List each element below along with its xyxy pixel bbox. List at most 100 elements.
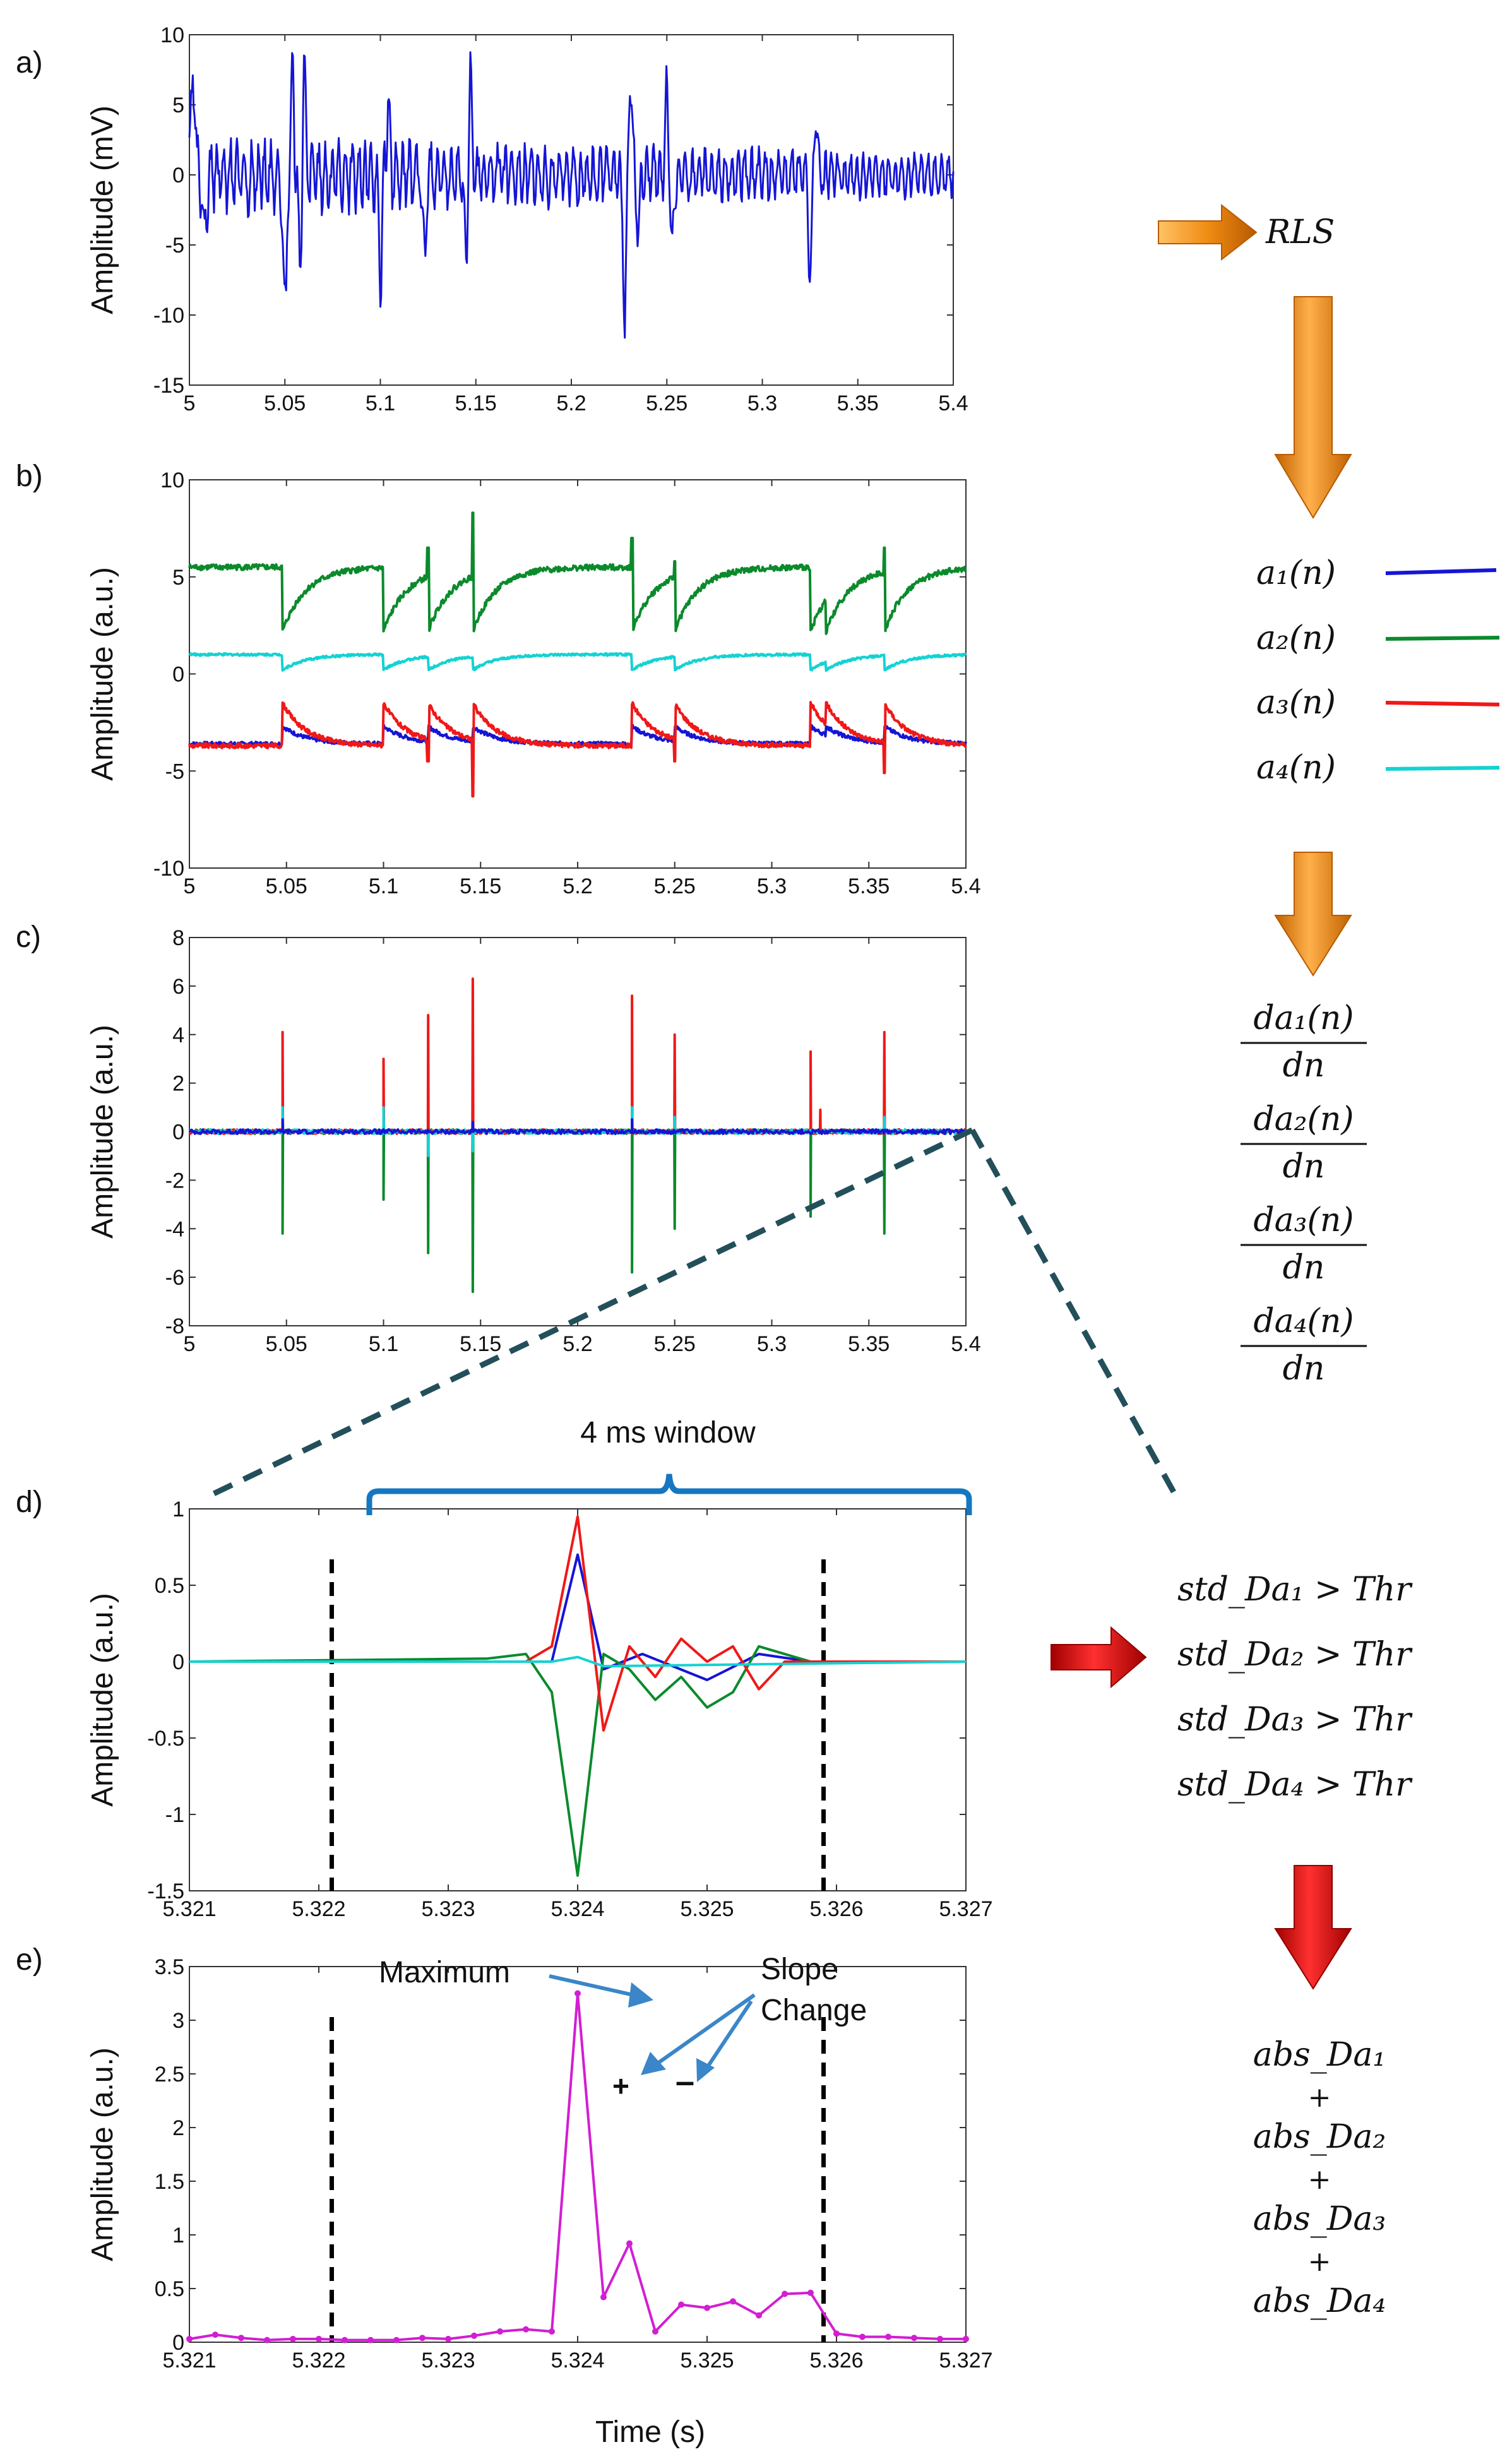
ytick-label: 2 (172, 2116, 184, 2140)
ytick-label: -4 (165, 1217, 184, 1241)
data-point (833, 2330, 840, 2337)
data-point (367, 2337, 374, 2343)
y-axis-label-a: Amplitude (mV) (86, 105, 119, 314)
data-point (212, 2331, 218, 2338)
panel-label-e: e) (16, 1943, 43, 1977)
legend-swatch-a1 (1385, 568, 1497, 575)
xtick-label: 5.15 (455, 391, 497, 415)
data-point (523, 2326, 529, 2333)
xtick-label: 5.326 (809, 2349, 863, 2373)
ytick-label: 1 (172, 1497, 184, 1521)
arrow-down-1 (1274, 296, 1352, 519)
plot-panel-a: 5 5.05 5.1 5.15 5.2 5.25 5.3 5.35 5.4 -15 -10 -5 0 5 1… (86, 23, 968, 415)
data-point (885, 2333, 891, 2340)
data-point (600, 2294, 607, 2301)
data-point (393, 2337, 400, 2343)
ytick-label: 3.5 (155, 1955, 184, 1979)
deriv-den-3: dn (1283, 1249, 1325, 1287)
legend-swatch-a3 (1385, 701, 1500, 706)
series-line-sum-abs (189, 1992, 966, 2342)
sum-list: abs_Da₁ + abs_Da₂ + abs_Da₃ + abs_Da₄ (1253, 2036, 1386, 2320)
xtick-label: 5.35 (837, 391, 879, 415)
xtick-label: 5.4 (951, 1332, 980, 1356)
xtick-label: 5.35 (848, 874, 890, 898)
deriv-den-2: dn (1283, 1148, 1325, 1186)
ytick-label: 0 (172, 663, 184, 687)
derivative-list: da₁(n) dn da₂(n) dn da₃(n) dn da₄(n) dn (1241, 999, 1367, 1388)
panel-label-c: c) (16, 920, 41, 954)
xtick-label: 5.35 (848, 1332, 890, 1356)
data-point (186, 2335, 193, 2342)
data-point (756, 2312, 762, 2319)
xtick-label: 5.15 (460, 874, 501, 898)
legend-label-a2: a₂(n) (1256, 619, 1336, 657)
series-line-da2-dn (189, 1128, 967, 1294)
ytick-label: -0.5 (147, 1727, 184, 1751)
plus-sign: + (612, 2069, 629, 2102)
ytick-label: -2 (165, 1169, 184, 1193)
xtick-label: 5.325 (680, 1897, 734, 1921)
xtick-label: 5.3 (757, 1332, 787, 1356)
xtick-label: 5.322 (292, 2349, 345, 2373)
data-point (238, 2335, 244, 2342)
ytick-label: 0.5 (155, 1574, 184, 1598)
panel-label-b: b) (16, 460, 43, 493)
xtick-label: 5.1 (369, 874, 398, 898)
series-line-da4 (189, 1655, 967, 1668)
ytick-label: 1 (172, 2224, 184, 2248)
sum-plus-2: + (1308, 2164, 1331, 2196)
xtick-label: 5 (184, 874, 196, 898)
legend: a₁(n) a₂(n) a₃(n) a₄(n) (1256, 554, 1500, 787)
data-point (264, 2337, 270, 2343)
ytick-label: -1 (165, 1803, 184, 1827)
deriv-num-4: da₄(n) (1253, 1302, 1354, 1340)
series-line-da1-dn (189, 1118, 967, 1135)
ytick-label: 0 (172, 1650, 184, 1674)
y-axis-label-c: Amplitude (a.u.) (86, 1025, 119, 1239)
data-point (445, 2335, 451, 2342)
plot-frame-d (189, 1508, 967, 1891)
window-bracket (366, 1474, 972, 1515)
series-line-ecg (188, 51, 955, 339)
plot-panel-e: 5.321 5.322 5.323 5.324 5.325 5.326 5.327 0 0.5 1… (86, 1955, 993, 2373)
arrow-to-rls (1158, 203, 1258, 261)
data-point (626, 2240, 633, 2247)
ytick-label: -10 (153, 304, 184, 328)
data-point (807, 2289, 814, 2296)
sum-term-4: abs_Da₄ (1253, 2282, 1386, 2320)
deriv-num-3: da₃(n) (1253, 1201, 1354, 1239)
xtick-label: 5.323 (421, 1897, 475, 1921)
xtick-label: 5.3 (747, 391, 777, 415)
ytick-label: -8 (165, 1314, 184, 1338)
maximum-label: Maximum (379, 1956, 510, 1989)
slope-arrowhead-right (696, 2058, 715, 2082)
series-line-a3-n- (188, 701, 967, 798)
xtick-label: 5.05 (266, 1332, 307, 1356)
xtick-label: 5.05 (266, 874, 307, 898)
change-label: Change (761, 1994, 867, 2027)
ytick-label: 2 (172, 1072, 184, 1096)
data-point (316, 2335, 322, 2342)
threshold-1: std_Da₁ > Thr (1177, 1571, 1413, 1609)
data-point (342, 2337, 348, 2343)
sum-term-2: abs_Da₂ (1253, 2118, 1386, 2156)
ytick-label: 5 (172, 566, 184, 590)
xtick-label: 5.1 (366, 391, 395, 415)
xtick-label: 5.324 (551, 1897, 604, 1921)
xtick-label: 5.25 (654, 1332, 696, 1356)
ytick-label: -5 (165, 759, 184, 783)
data-point (859, 2333, 866, 2340)
data-point (704, 2304, 710, 2311)
xtick-label: 5 (184, 1332, 196, 1356)
series-line-a2-n- (188, 511, 967, 635)
series-line-da3-dn (189, 977, 967, 1135)
plot-panel-b: 5 5.05 5.1 5.15 5.2 5.25 5.3 5.35 5.4 -10 -5 0 5 10 Am… (86, 468, 981, 898)
panel-label-a: a) (16, 46, 43, 80)
slope-arrow-left (646, 1993, 756, 2073)
data-point (419, 2335, 426, 2342)
threshold-list: std_Da₁ > Thr std_Da₂ > Thr std_Da₃ > Th… (1177, 1571, 1413, 1804)
ytick-label: -1.5 (147, 1879, 184, 1903)
ytick-label: 10 (160, 23, 184, 47)
xtick-label: 5.2 (563, 1332, 592, 1356)
